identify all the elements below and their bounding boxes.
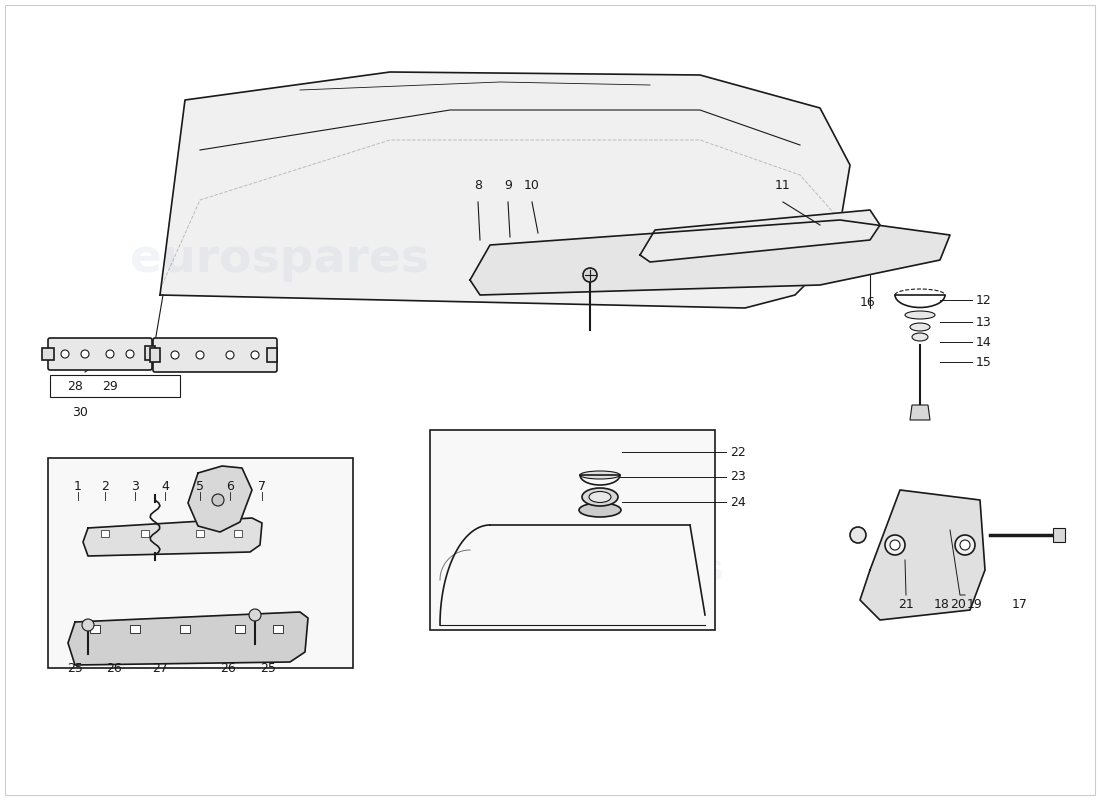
Bar xyxy=(48,458,353,668)
Circle shape xyxy=(890,540,900,550)
Text: 2: 2 xyxy=(101,481,109,494)
Bar xyxy=(101,530,109,537)
Bar xyxy=(234,530,242,537)
Text: 17: 17 xyxy=(1012,598,1027,611)
FancyBboxPatch shape xyxy=(48,338,152,370)
Text: 20: 20 xyxy=(950,598,966,611)
Polygon shape xyxy=(470,220,950,295)
Text: 9: 9 xyxy=(504,179,512,192)
Circle shape xyxy=(196,351,204,359)
Bar xyxy=(196,530,204,537)
Circle shape xyxy=(212,494,224,506)
Bar xyxy=(90,625,100,633)
Circle shape xyxy=(249,609,261,621)
Ellipse shape xyxy=(580,471,620,479)
Text: 30: 30 xyxy=(73,406,88,419)
Circle shape xyxy=(955,535,975,555)
Text: 4: 4 xyxy=(161,481,169,494)
Text: 7: 7 xyxy=(258,481,266,494)
Bar xyxy=(50,375,180,397)
Circle shape xyxy=(886,535,905,555)
Ellipse shape xyxy=(910,323,930,331)
FancyBboxPatch shape xyxy=(153,338,277,372)
Circle shape xyxy=(82,619,94,631)
Bar xyxy=(430,430,715,630)
Text: 5: 5 xyxy=(196,481,204,494)
Polygon shape xyxy=(160,72,850,308)
Ellipse shape xyxy=(579,503,621,517)
Text: 26: 26 xyxy=(220,662,235,674)
Text: 6: 6 xyxy=(227,481,234,494)
Polygon shape xyxy=(640,210,880,262)
Text: 8: 8 xyxy=(474,179,482,192)
Bar xyxy=(130,625,140,633)
Text: 13: 13 xyxy=(976,315,992,329)
Ellipse shape xyxy=(912,333,928,341)
Bar xyxy=(1053,528,1065,542)
Bar xyxy=(42,348,54,360)
Text: eurospares: eurospares xyxy=(550,238,849,282)
Text: 26: 26 xyxy=(106,662,122,674)
Text: 28: 28 xyxy=(67,381,82,394)
Circle shape xyxy=(960,540,970,550)
Ellipse shape xyxy=(905,311,935,319)
Text: 16: 16 xyxy=(860,297,876,310)
Polygon shape xyxy=(82,518,262,556)
Circle shape xyxy=(126,350,134,358)
Text: eurospares: eurospares xyxy=(76,563,305,597)
Text: 1: 1 xyxy=(74,481,81,494)
Circle shape xyxy=(60,350,69,358)
Text: 19: 19 xyxy=(967,598,983,611)
Text: eurospares: eurospares xyxy=(496,553,724,587)
Text: 29: 29 xyxy=(102,381,118,394)
Text: eurospares: eurospares xyxy=(131,238,430,282)
Text: 14: 14 xyxy=(976,335,992,349)
Text: 18: 18 xyxy=(934,598,950,611)
Polygon shape xyxy=(188,466,252,532)
Bar xyxy=(235,625,245,633)
Text: 25: 25 xyxy=(67,662,82,674)
Text: 27: 27 xyxy=(152,662,168,674)
Bar xyxy=(150,348,160,362)
Polygon shape xyxy=(910,405,930,420)
Text: 11: 11 xyxy=(776,179,791,192)
Text: 12: 12 xyxy=(976,294,992,306)
Text: 22: 22 xyxy=(730,446,746,458)
Circle shape xyxy=(226,351,234,359)
Circle shape xyxy=(850,527,866,543)
Bar xyxy=(180,625,190,633)
Circle shape xyxy=(251,351,258,359)
Text: 25: 25 xyxy=(260,662,276,674)
Text: 23: 23 xyxy=(730,470,746,483)
Text: 15: 15 xyxy=(976,355,992,369)
Ellipse shape xyxy=(582,488,618,506)
Bar xyxy=(145,346,155,360)
Text: 3: 3 xyxy=(131,481,139,494)
Text: 21: 21 xyxy=(898,598,914,611)
Circle shape xyxy=(170,351,179,359)
Bar xyxy=(267,348,277,362)
Bar xyxy=(273,625,283,633)
Circle shape xyxy=(81,350,89,358)
Text: 10: 10 xyxy=(524,179,540,192)
Ellipse shape xyxy=(588,491,610,502)
Circle shape xyxy=(106,350,114,358)
Circle shape xyxy=(583,268,597,282)
Bar xyxy=(141,530,149,537)
Text: 24: 24 xyxy=(730,495,746,509)
Polygon shape xyxy=(860,490,984,620)
Polygon shape xyxy=(68,612,308,665)
